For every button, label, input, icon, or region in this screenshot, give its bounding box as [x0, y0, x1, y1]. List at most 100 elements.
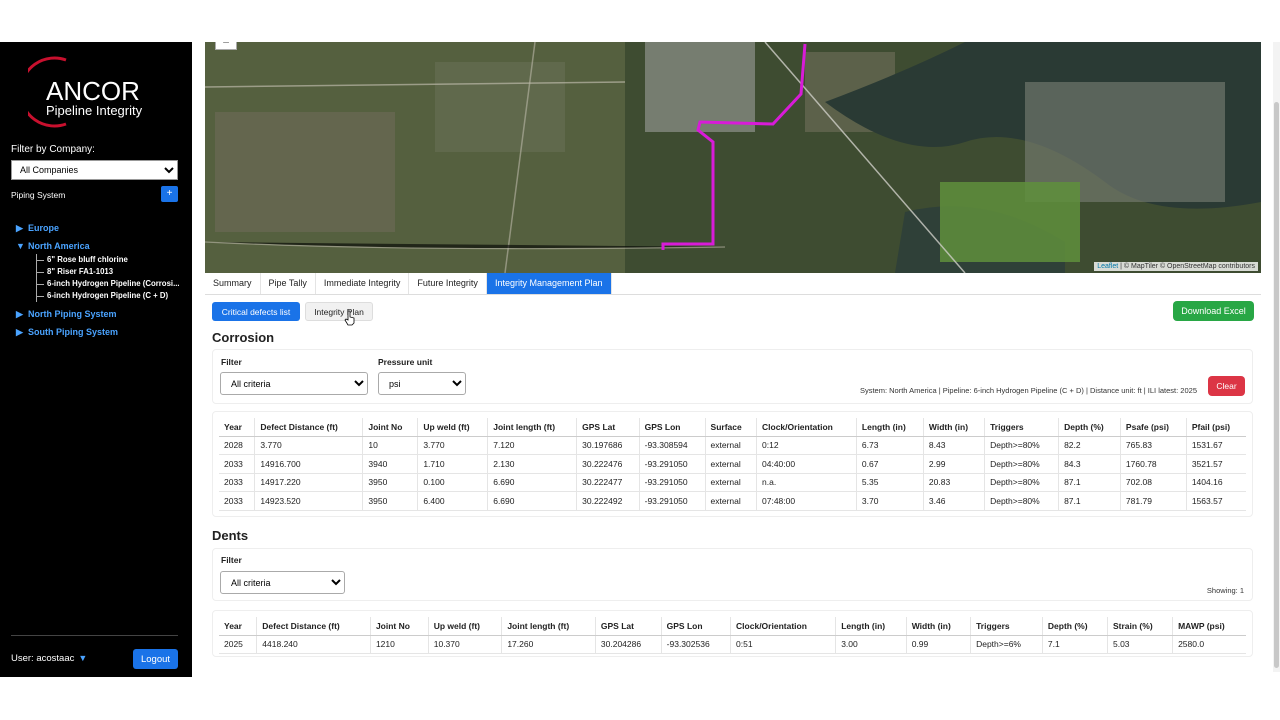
- corrosion-filter-label: Filter: [221, 357, 242, 367]
- scrollbar-thumb[interactable]: [1274, 102, 1279, 668]
- table-cell: 0:51: [730, 635, 837, 654]
- satellite-map-image: [205, 42, 1261, 273]
- table-cell: 2033: [219, 473, 256, 492]
- integrity-plan-button[interactable]: Integrity Plan: [305, 302, 373, 321]
- table-cell: 8.43: [923, 436, 986, 455]
- table-cell: 82.2: [1058, 436, 1121, 455]
- column-header: Up weld (ft): [428, 617, 503, 636]
- tree-pipeline-item[interactable]: 6-inch Hydrogen Pipeline (Corrosi...: [37, 278, 187, 290]
- pressure-unit-select[interactable]: psi: [378, 372, 466, 395]
- table-cell: 6.690: [487, 491, 578, 511]
- table-cell: 10.370: [428, 635, 503, 654]
- tree-region-europe[interactable]: ▶ Europe: [16, 222, 60, 234]
- column-header: GPS Lat: [595, 617, 662, 636]
- add-piping-system-button[interactable]: +: [161, 186, 178, 202]
- table-row[interactable]: 2033 14917.220 3950 0.100 6.690 30.222477 -93.…: [219, 473, 1246, 492]
- company-select[interactable]: All Companies: [11, 160, 178, 180]
- table-cell: 1210: [370, 635, 429, 654]
- tree-region-south-piping[interactable]: ▶ South Piping System: [16, 326, 119, 338]
- system-info: System: North America | Pipeline: 6-inch…: [859, 386, 1197, 395]
- table-cell: 6.400: [417, 491, 489, 511]
- sidebar-divider: [11, 635, 178, 636]
- column-header: Width (in): [906, 617, 972, 636]
- caret-right-icon: ▶: [16, 326, 23, 337]
- table-cell: 87.1: [1058, 491, 1121, 511]
- table-cell: 3940: [362, 454, 419, 474]
- table-cell: 3950: [362, 491, 419, 511]
- corrosion-filter-select[interactable]: All criteria: [220, 372, 368, 395]
- table-row[interactable]: 2033 14916.700 3940 1.710 2.130 30.222476 -93.…: [219, 454, 1246, 474]
- column-header: Up weld (ft): [417, 418, 489, 437]
- table-cell: 7.1: [1042, 635, 1108, 654]
- tree-region-north-piping[interactable]: ▶ North Piping System: [16, 308, 117, 320]
- column-header: Width (in): [923, 418, 986, 437]
- caret-right-icon: ▶: [16, 308, 23, 319]
- tree-pipeline-item[interactable]: 8" Riser FA1-1013: [37, 266, 187, 278]
- table-row[interactable]: 2028 3.770 10 3.770 7.120 30.197686 -93.308594…: [219, 436, 1246, 455]
- tab-summary[interactable]: Summary: [205, 273, 261, 294]
- critical-defects-button[interactable]: Critical defects list: [212, 302, 300, 321]
- table-cell: 2028: [219, 436, 256, 455]
- tab-integrity-management-plan[interactable]: Integrity Management Plan: [486, 273, 612, 294]
- tab-future-integrity[interactable]: Future Integrity: [409, 273, 487, 294]
- column-header: Triggers: [984, 418, 1060, 437]
- tree-region-north-america[interactable]: ▼ North America: [16, 241, 90, 251]
- dents-title: Dents: [212, 528, 249, 543]
- table-cell: 30.222476: [576, 454, 640, 474]
- table-cell: 0.67: [856, 454, 924, 474]
- column-header: Year: [219, 418, 256, 437]
- column-header: GPS Lon: [661, 617, 732, 636]
- dents-table: Year Defect Distance (ft) Joint No Up weld …: [219, 617, 1246, 654]
- table-cell: 1404.16: [1186, 473, 1246, 492]
- table-header-row: Year Defect Distance (ft) Joint No Up weld …: [219, 418, 1246, 437]
- dents-filter-select[interactable]: All criteria: [220, 571, 345, 594]
- table-cell: 6.690: [487, 473, 578, 492]
- table-cell: 3.46: [923, 491, 986, 511]
- company-filter-label: Filter by Company:: [11, 144, 95, 155]
- tab-immediate-integrity[interactable]: Immediate Integrity: [315, 273, 410, 294]
- table-row[interactable]: 2025 4418.240 1210 10.370 17.260 30.204286 -93…: [219, 635, 1246, 654]
- leaflet-link[interactable]: Leaflet: [1097, 263, 1119, 270]
- tab-pipe-tally[interactable]: Pipe Tally: [260, 273, 316, 294]
- table-cell: 4418.240: [256, 635, 371, 654]
- north-america-pipelines: 6" Rose bluff chlorine 8" Riser FA1-1013…: [36, 254, 187, 302]
- pipeline-map[interactable]: − Leaflet | © MapTiler © OpenStreetMap c…: [205, 42, 1261, 273]
- pressure-unit-label: Pressure unit: [378, 357, 433, 367]
- column-header: Surface: [705, 418, 758, 437]
- table-cell: 20.83: [923, 473, 986, 492]
- table-cell: 3.00: [835, 635, 907, 654]
- tree-pipeline-item[interactable]: 6-inch Hydrogen Pipeline (C + D): [37, 290, 187, 302]
- download-excel-button[interactable]: Download Excel: [1173, 301, 1254, 321]
- user-menu[interactable]: User: acostaac ▼: [11, 653, 88, 664]
- tree-pipeline-item[interactable]: 6" Rose bluff chlorine: [37, 254, 187, 266]
- table-cell: 3.70: [856, 491, 924, 511]
- column-header: GPS Lat: [576, 418, 640, 437]
- table-cell: external: [705, 454, 758, 474]
- table-cell: 7.120: [487, 436, 578, 455]
- table-cell: 2025: [219, 635, 258, 654]
- table-cell: 0:12: [756, 436, 857, 455]
- map-attribution: Leaflet | © MapTiler © OpenStreetMap con…: [1094, 262, 1258, 271]
- table-cell: Depth>=6%: [970, 635, 1043, 654]
- table-cell: 14923.520: [254, 491, 364, 511]
- table-cell: 765.83: [1120, 436, 1187, 455]
- caret-right-icon: ▶: [16, 222, 23, 233]
- table-cell: 84.3: [1058, 454, 1121, 474]
- column-header: Joint length (ft): [501, 617, 596, 636]
- piping-tree: ▶ Europe ▼ North America 6" Rose bluff c…: [16, 220, 187, 340]
- table-cell: 3521.57: [1186, 454, 1246, 474]
- table-cell: 1760.78: [1120, 454, 1187, 474]
- logout-button[interactable]: Logout: [133, 649, 178, 669]
- table-cell: 30.197686: [576, 436, 640, 455]
- column-header: Depth (%): [1058, 418, 1121, 437]
- caret-down-icon: ▼: [78, 653, 88, 663]
- table-row[interactable]: 2033 14923.520 3950 6.400 6.690 30.222492 -93.…: [219, 491, 1246, 511]
- table-cell: 1563.57: [1186, 491, 1246, 511]
- column-header: Joint length (ft): [487, 418, 578, 437]
- table-cell: 14916.700: [254, 454, 364, 474]
- zoom-out-button[interactable]: −: [215, 42, 237, 50]
- column-header: Joint No: [362, 418, 419, 437]
- table-cell: -93.291050: [639, 491, 706, 511]
- clear-button[interactable]: Clear: [1208, 376, 1245, 396]
- table-cell: -93.291050: [639, 454, 706, 474]
